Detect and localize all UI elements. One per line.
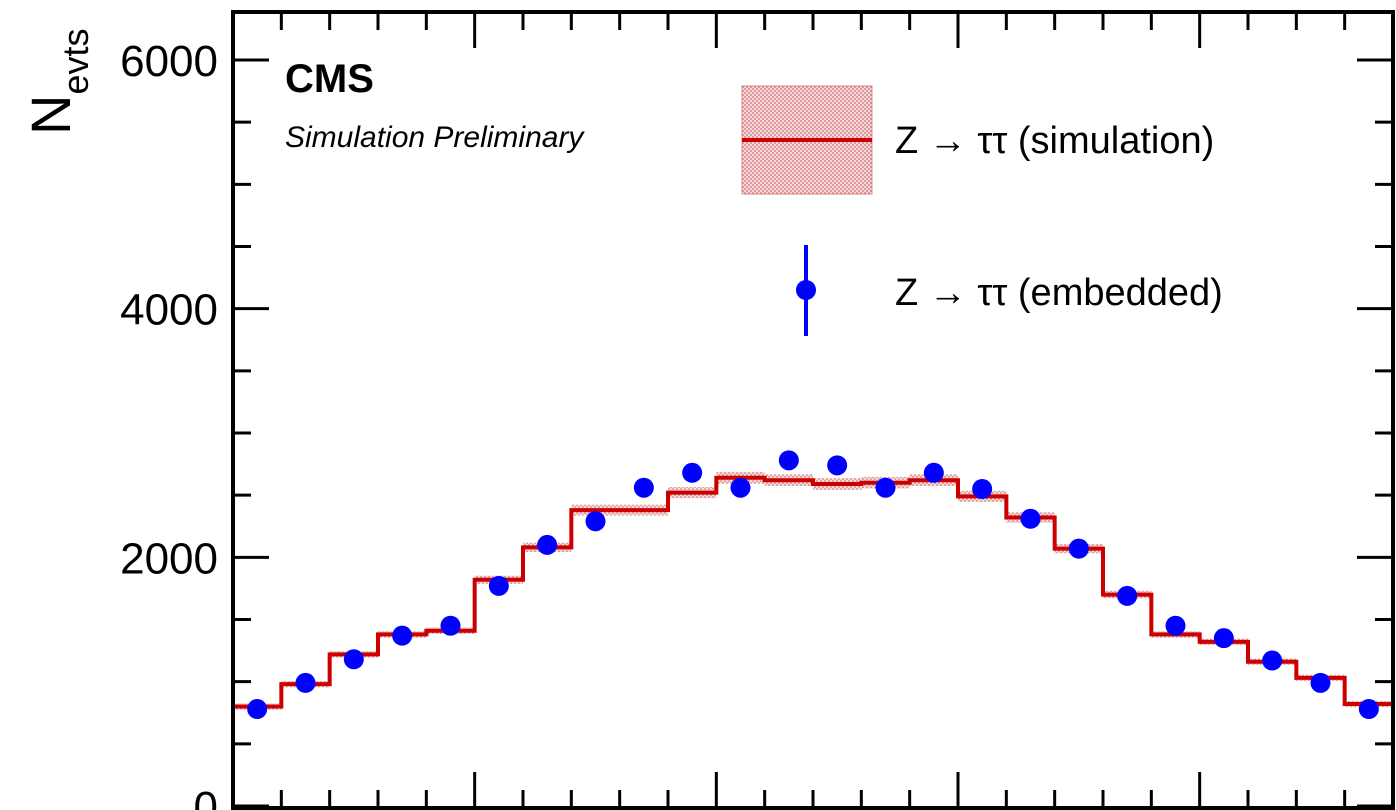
embedded-data-point (730, 477, 751, 498)
embedded-data-point (972, 478, 993, 499)
embedded-data-point (778, 450, 799, 471)
legend-simulation-label: Z → ττ (simulation) (895, 120, 1214, 162)
x-axis-ticks (231, 12, 1395, 808)
simulation-step-series (231, 475, 1393, 806)
embedded-data-point (1020, 508, 1041, 529)
legend-embedded-label: Z → ττ (embedded) (895, 272, 1223, 314)
embedded-data-point (923, 462, 944, 483)
embedded-data-point (1213, 628, 1234, 649)
embedded-data-point (1117, 585, 1138, 606)
embedded-data-point (392, 625, 413, 646)
status-label: Simulation Preliminary (285, 121, 585, 154)
simulation-step-line (231, 475, 1393, 806)
y-axis-label-main: N (19, 95, 82, 135)
y-tick-label: 2000 (120, 534, 218, 583)
embedded-data-point (1310, 672, 1331, 693)
y-axis-label-sub: evts (55, 29, 96, 95)
embedded-data-point (488, 575, 509, 596)
embedded-data-point (247, 699, 268, 720)
legend: Z → ττ (simulation) Z → ττ (embedded) (741, 85, 1223, 336)
y-tick-label: 4000 (120, 286, 218, 335)
embedded-data-point (1165, 615, 1186, 636)
embedded-data-point (875, 477, 896, 498)
y-tick-label: 6000 (120, 37, 218, 86)
legend-embedded-marker-swatch (796, 280, 816, 300)
embedded-data-point (1262, 650, 1283, 671)
embedded-data-point (682, 462, 703, 483)
y-tick-label: 0 (194, 783, 218, 810)
embedded-data-point (827, 455, 848, 476)
simulation-uncertainty-band (233, 471, 1393, 710)
y-axis-ticks: 0 2000 4000 6000 (120, 37, 1393, 810)
experiment-label: CMS (285, 57, 374, 101)
embedded-data-point (1358, 699, 1379, 720)
embedded-data-point (295, 672, 316, 693)
embedded-points-series (247, 450, 1379, 720)
embedded-data-point (633, 477, 654, 498)
embedded-data-point (585, 511, 606, 532)
embedded-data-point (440, 615, 461, 636)
embedded-data-point (537, 534, 558, 555)
embedded-data-point (1068, 538, 1089, 559)
embedded-data-point (343, 649, 364, 670)
y-axis-label: Nevts (19, 29, 96, 135)
